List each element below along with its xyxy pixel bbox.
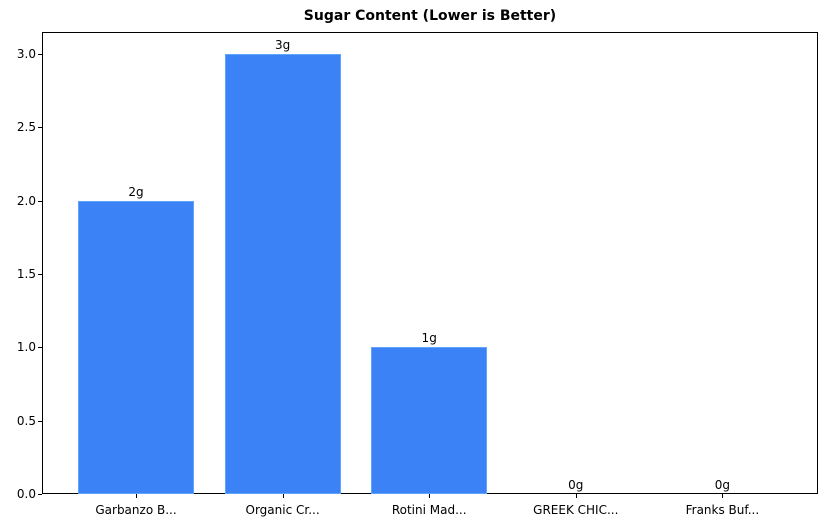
x-tick xyxy=(722,494,724,498)
x-tick-label: Garbanzo B... xyxy=(95,503,177,517)
bar-value-label: 1g xyxy=(421,331,437,346)
y-tick-label: 0.5 xyxy=(16,413,36,428)
x-tick-label: Rotini Mad... xyxy=(391,503,467,517)
y-tick xyxy=(38,127,42,129)
chart-title: Sugar Content (Lower is Better) xyxy=(303,8,557,24)
x-tick xyxy=(429,494,431,498)
y-tick-label: 2.5 xyxy=(16,120,36,135)
x-tick xyxy=(136,494,137,498)
y-tick xyxy=(38,494,42,495)
bar xyxy=(224,54,341,494)
y-tick-label: 3.0 xyxy=(16,47,36,61)
y-tick-label: 2.0 xyxy=(16,193,36,208)
bar-value-label: 0g xyxy=(714,478,731,492)
y-tick xyxy=(38,274,42,275)
y-tick xyxy=(38,54,42,55)
y-tick-label: 0.0 xyxy=(16,487,36,501)
bar-value-label: 2g xyxy=(128,184,144,199)
x-tick xyxy=(575,494,577,498)
bar xyxy=(78,200,194,494)
y-tick-label: 1.0 xyxy=(16,340,36,355)
x-tick-label: Organic Cr... xyxy=(245,503,320,517)
x-tick-label: GREEK CHIC... xyxy=(533,503,619,517)
y-tick xyxy=(38,347,42,349)
bar-value-label: 3g xyxy=(274,38,291,52)
y-tick xyxy=(38,200,42,202)
bar xyxy=(371,347,488,494)
y-tick-label: 1.5 xyxy=(16,267,36,281)
x-tick xyxy=(282,494,284,498)
x-tick-label: Franks Buf... xyxy=(685,503,760,517)
bar-value-label: 0g xyxy=(568,478,584,492)
y-tick xyxy=(38,420,42,422)
